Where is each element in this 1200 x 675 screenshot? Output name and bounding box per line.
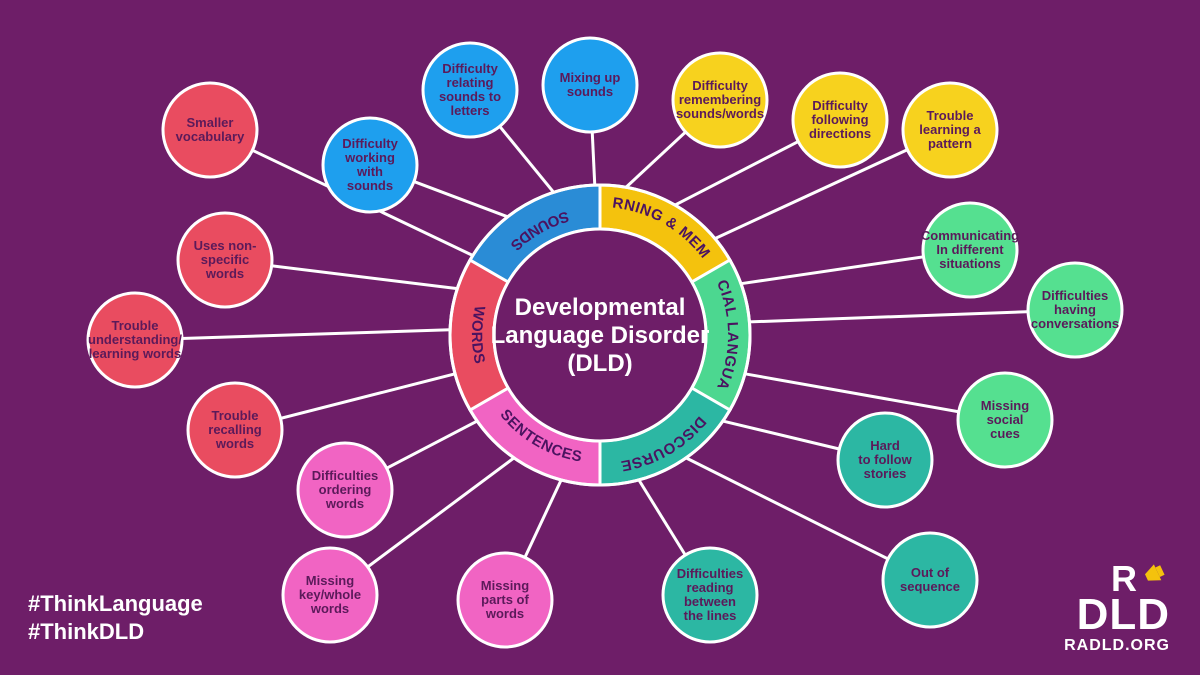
bubble-sentences-11: Difficultiesorderingwords [298, 443, 392, 537]
bubble-text: Missingparts ofwords [481, 578, 530, 621]
bubble-discourse-6: Hardto followstories [838, 413, 932, 507]
bubble-words-15: Smallervocabulary [163, 83, 257, 177]
bubble-social-4: Difficultieshavingconversations [1028, 263, 1122, 357]
bubble-learning-1: Difficultyfollowingdirections [793, 73, 887, 167]
hashtag-2: #ThinkDLD [28, 618, 203, 647]
bubble-text: Difficultiesreadingbetweenthe lines [677, 566, 743, 623]
bubble-sounds-18: Mixing upsounds [543, 38, 637, 132]
bubble-discourse-7: Out ofsequence [883, 533, 977, 627]
bubble-words-12: Troublerecallingwords [188, 383, 282, 477]
logo-mid: DLD [1064, 595, 1170, 635]
logo-url: RADLD.ORG [1064, 637, 1170, 655]
connector [749, 310, 1075, 322]
hashtag-1: #ThinkLanguage [28, 590, 203, 619]
bubble-discourse-8: Difficultiesreadingbetweenthe lines [663, 548, 757, 642]
bubble-words-13: Troubleunderstanding/learning words [88, 293, 182, 387]
radld-logo: R DLD RADLD.ORG [1064, 563, 1170, 655]
ring: LEARNING & MEMORYSOCIAL LANGUAGEDISCOURS… [0, 0, 750, 485]
bubble-sentences-10: Missingkey/wholewords [283, 548, 377, 642]
hashtags: #ThinkLanguage #ThinkDLD [28, 590, 203, 647]
bubble-text: Mixing upsounds [560, 70, 621, 99]
bubble-learning-2: Troublelearning apattern [903, 83, 997, 177]
bubble-social-5: Missingsocialcues [958, 373, 1052, 467]
bubble-sounds-16: Difficultyworkingwithsounds [323, 118, 417, 212]
bubble-text: Troublerecallingwords [208, 408, 262, 451]
bubble-social-3: CommunicatingIn differentsituations [921, 203, 1019, 297]
bubble-learning-0: Difficultyrememberingsounds/words [673, 53, 767, 147]
bubble-words-14: Uses non-specificwords [178, 213, 272, 307]
dld-infographic: LEARNING & MEMORYSOCIAL LANGUAGEDISCOURS… [0, 0, 1200, 675]
bubble-text: Difficultyworkingwithsounds [342, 136, 398, 193]
megaphone-icon [1142, 559, 1170, 587]
bubble-sentences-9: Missingparts ofwords [458, 553, 552, 647]
bubble-text: Difficultyfollowingdirections [809, 98, 871, 141]
bubble-sounds-17: Difficultyrelatingsounds toletters [423, 43, 517, 137]
